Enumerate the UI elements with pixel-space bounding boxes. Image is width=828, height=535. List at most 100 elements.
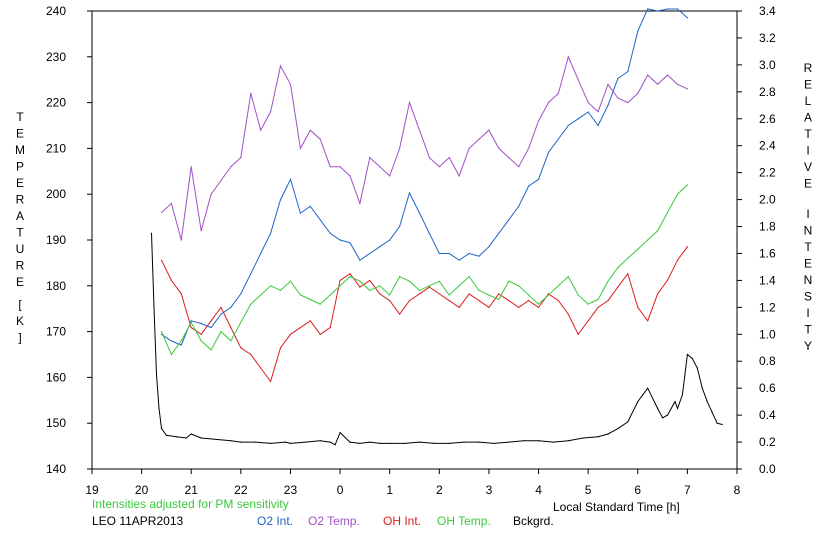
data-point-oh-temp (557, 285, 560, 287)
data-point-o2-int (498, 232, 500, 234)
x-tick-label: 2 (436, 483, 443, 497)
data-point-o2-int (359, 259, 361, 261)
data-point-o2-temp (428, 157, 430, 159)
data-point-oh-int (200, 333, 202, 335)
data-point-bckgrd (289, 442, 292, 444)
x-tick-label: 22 (234, 483, 248, 497)
y-left-tick-label: 160 (46, 370, 66, 384)
data-point-o2-int (200, 322, 202, 325)
data-point-oh-temp (468, 276, 470, 278)
series-line-o2-temp (161, 55, 688, 241)
data-point-oh-int (220, 306, 222, 308)
data-point-bckgrd (627, 421, 629, 423)
data-point-bckgrd (284, 441, 287, 443)
y-left-title-letter: P (16, 160, 24, 174)
data-point-o2-int (518, 205, 520, 207)
data-point-oh-temp (627, 257, 629, 259)
y-left-tick-label: 180 (46, 279, 66, 293)
data-point-o2-int (438, 252, 440, 255)
x-tick-label: 7 (684, 483, 691, 497)
y-right-tick-label: 0.6 (759, 381, 776, 395)
data-point-bckgrd (567, 440, 569, 442)
data-point-oh-temp (359, 280, 361, 282)
y-right-title-letter: R (804, 61, 813, 75)
y-left-title-letter: T (16, 226, 24, 240)
y-right-title-letter: A (804, 111, 812, 125)
data-point-oh-temp (547, 294, 550, 296)
x-axis-title: Local Standard Time [h] (553, 500, 680, 514)
data-point-oh-temp (637, 248, 639, 250)
data-point-o2-temp (279, 65, 282, 67)
x-tick-label: 5 (585, 483, 592, 497)
x-tick-label: 8 (734, 483, 741, 497)
data-point-o2-temp (577, 79, 579, 81)
data-point-bckgrd (379, 442, 381, 444)
data-point-o2-temp (488, 129, 490, 131)
data-point-bckgrd (255, 441, 257, 443)
data-point-oh-temp (289, 280, 292, 282)
legend-entry: O2 Int. (257, 514, 293, 528)
x-tick-label: 1 (386, 483, 393, 497)
data-point-oh-int (359, 286, 361, 288)
data-point-o2-int (647, 8, 649, 10)
y-right-tick-label: 2.6 (759, 112, 776, 126)
data-point-oh-int (647, 320, 649, 322)
data-point-oh-int (170, 279, 172, 281)
data-point-oh-temp (528, 294, 530, 296)
data-point-bckgrd (681, 394, 684, 396)
y-left-title-letter: K (16, 314, 24, 328)
data-point-bckgrd (637, 401, 639, 403)
data-point-o2-int (657, 10, 659, 12)
data-point-oh-temp (170, 353, 172, 356)
data-point-o2-int (418, 212, 421, 214)
data-point-o2-int (676, 8, 679, 10)
data-point-bckgrd (339, 432, 341, 434)
data-point-bckgrd (319, 440, 321, 442)
data-point-oh-int (230, 327, 232, 329)
data-point-o2-temp (160, 211, 163, 214)
data-point-o2-temp (210, 193, 212, 195)
station-label: LEO 11APR2013 (92, 514, 183, 528)
y-left-title-letter: R (16, 193, 25, 207)
y-left-title-letter: ] (18, 331, 21, 345)
data-point-bckgrd (369, 441, 371, 443)
data-point-oh-temp (448, 294, 450, 296)
data-point-bckgrd (537, 440, 540, 442)
data-point-bckgrd (662, 417, 664, 419)
data-point-oh-int (557, 300, 560, 302)
data-point-bckgrd (523, 440, 525, 442)
data-point-oh-int (577, 333, 579, 335)
data-point-o2-temp (557, 92, 560, 94)
x-tick-label: 3 (486, 483, 493, 497)
data-point-o2-int (617, 77, 619, 79)
data-point-bckgrd (185, 437, 187, 439)
data-point-bckgrd (448, 442, 450, 444)
legend-entry: OH Int. (383, 514, 421, 528)
data-point-o2-int (260, 252, 262, 255)
data-point-oh-int (686, 246, 689, 248)
data-point-o2-int (399, 225, 401, 228)
y-right-title-letter: E (804, 78, 812, 92)
x-tick-label: 6 (634, 483, 641, 497)
data-point-oh-temp (230, 340, 232, 342)
data-point-oh-temp (597, 298, 599, 301)
data-point-oh-temp (508, 280, 510, 282)
data-point-o2-temp (607, 83, 609, 85)
data-point-oh-temp (270, 285, 272, 287)
data-point-o2-temp (389, 175, 391, 177)
data-point-bckgrd (716, 422, 718, 424)
y-right-title-letter: I (806, 207, 809, 221)
y-left-title-letter: R (16, 259, 25, 273)
data-point-oh-int (210, 320, 212, 322)
data-point-o2-temp (230, 166, 232, 168)
data-point-bckgrd (165, 434, 167, 436)
data-point-oh-temp (438, 280, 440, 282)
data-point-oh-temp (458, 285, 460, 287)
y-right-title-letter: N (804, 273, 813, 287)
y-right-tick-label: 1.0 (759, 327, 776, 341)
data-point-oh-int (528, 300, 530, 302)
data-point-bckgrd (657, 407, 659, 409)
data-point-o2-int (488, 246, 490, 248)
data-point-bckgrd (701, 387, 703, 389)
